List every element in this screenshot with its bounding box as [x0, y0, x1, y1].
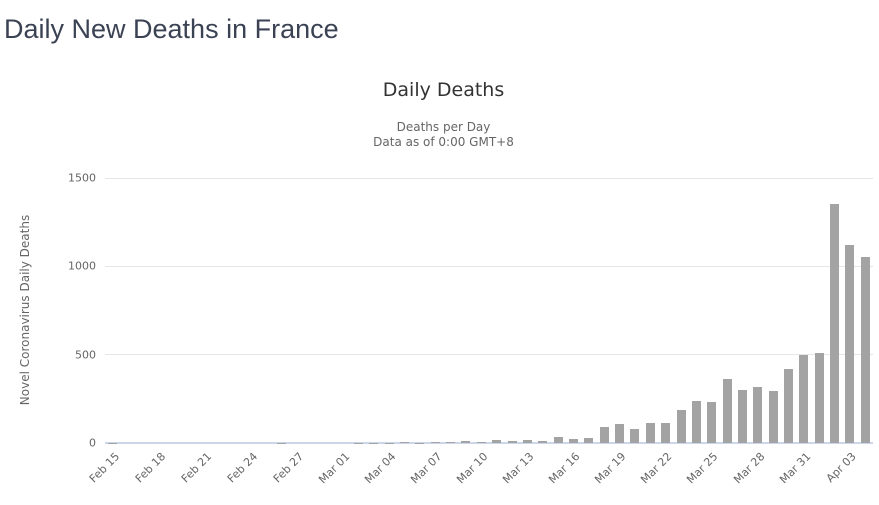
x-tick-label: Mar 28: [730, 450, 768, 487]
bar-mar-29[interactable]: [768, 391, 778, 443]
x-tick-label: Feb 18: [132, 450, 168, 486]
chart-title: Daily Deaths: [382, 79, 505, 101]
bar-mar-14[interactable]: [538, 440, 548, 443]
bar-mar-12[interactable]: [507, 440, 517, 443]
bar-apr-01[interactable]: [814, 353, 824, 443]
bar-mar-26[interactable]: [722, 378, 732, 443]
bar-mar-21[interactable]: [645, 423, 655, 443]
bar-mar-17[interactable]: [584, 438, 594, 443]
y-gridline: [105, 265, 873, 267]
x-tick-label: Mar 22: [638, 450, 675, 487]
bar-mar-24[interactable]: [691, 400, 701, 443]
y-tick-label: 500: [75, 348, 96, 362]
x-tick-label: Mar 04: [362, 450, 399, 487]
bar-mar-25[interactable]: [707, 402, 717, 443]
x-tick-label: Mar 13: [500, 450, 537, 487]
bar-mar-07[interactable]: [430, 442, 440, 443]
bar-mar-20[interactable]: [630, 429, 640, 443]
page-title: Daily New Deaths in France: [4, 14, 339, 45]
x-tick-label: Mar 10: [454, 450, 491, 487]
bar-mar-15[interactable]: [553, 436, 563, 443]
x-tick-label: Feb 21: [178, 450, 215, 486]
bar-mar-19[interactable]: [615, 423, 625, 443]
bar-mar-23[interactable]: [676, 410, 686, 443]
y-tick-label: 1000: [68, 259, 96, 273]
bar-mar-10[interactable]: [476, 442, 486, 443]
x-tick-label: Mar 01: [316, 450, 353, 487]
bar-apr-02[interactable]: [830, 203, 840, 443]
bar-mar-18[interactable]: [599, 427, 609, 443]
x-tick-label: Feb 27: [270, 450, 307, 486]
bar-mar-05[interactable]: [400, 442, 410, 443]
y-axis-title: Novel Coronavirus Daily Deaths: [18, 214, 32, 406]
bar-mar-31[interactable]: [799, 354, 809, 443]
x-tick-label: Apr 03: [824, 450, 860, 486]
bar-mar-11[interactable]: [492, 440, 502, 443]
y-gridline: [105, 177, 873, 179]
bar-mar-08[interactable]: [446, 442, 456, 443]
y-tick-label: 0: [89, 436, 96, 450]
x-tick-label: Feb 24: [224, 450, 261, 486]
x-axis-line: [105, 442, 873, 444]
bar-mar-09[interactable]: [461, 441, 471, 443]
bar-apr-04[interactable]: [860, 256, 870, 443]
chart-subtitle: Deaths per Day Data as of 0:00 GMT+8: [0, 120, 879, 150]
y-gridline: [105, 354, 873, 356]
y-tick-label: 1500: [68, 171, 96, 185]
x-tick-label: Mar 25: [684, 450, 721, 487]
bar-mar-27[interactable]: [737, 390, 747, 443]
bar-apr-03[interactable]: [845, 245, 855, 443]
x-tick-label: Mar 31: [776, 450, 814, 487]
bar-mar-16[interactable]: [568, 439, 578, 443]
bar-mar-28[interactable]: [753, 386, 763, 443]
plot-area: 0 500 1000 1500 Feb 15 Feb 18 Feb 21 Feb 24 Feb …: [68, 172, 873, 486]
x-tick-label: Mar 19: [592, 450, 629, 487]
bar-mar-30[interactable]: [784, 369, 794, 443]
chart-subtitle-line-1: Deaths per Day: [396, 120, 491, 134]
bar-mar-22[interactable]: [661, 423, 671, 443]
x-tick-label: Mar 16: [546, 450, 583, 487]
chart-subtitle-line-2: Data as of 0:00 GMT+8: [373, 135, 514, 149]
x-tick-label: Feb 15: [86, 450, 122, 486]
x-tick-label: Mar 07: [408, 450, 445, 487]
bar-mar-13[interactable]: [522, 439, 532, 443]
